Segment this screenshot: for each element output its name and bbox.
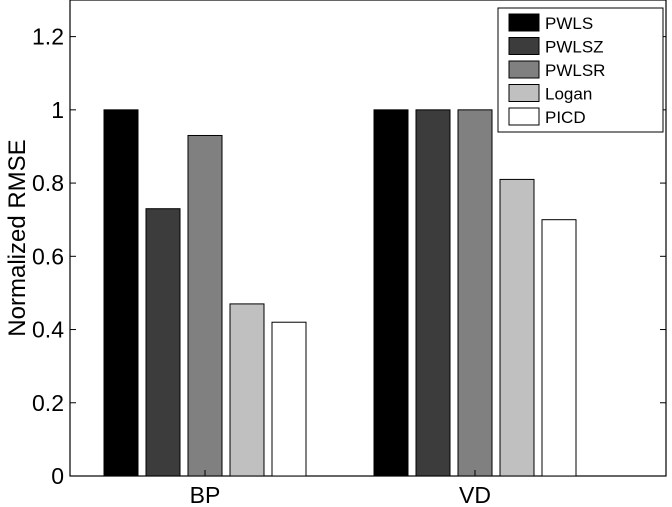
- bar-pwlsr-vd: [457, 109, 493, 477]
- y-axis-label: Normalized RMSE: [4, 139, 31, 336]
- x-axis: BP VD: [190, 470, 491, 507]
- legend-swatch-picd: [508, 107, 540, 126]
- y-tick-label: 1: [51, 97, 64, 123]
- legend-swatch-pwlsz: [508, 37, 540, 55]
- legend-swatch-pwls: [508, 13, 540, 32]
- bar-pwlsr-bp: [187, 134, 223, 477]
- bar-pwls-vd: [373, 109, 409, 477]
- x-tick-label: BP: [190, 482, 221, 507]
- legend-swatch-pwlsr: [508, 60, 540, 79]
- bars-layer: [103, 109, 577, 477]
- bar-pwlsz-bp: [145, 208, 181, 477]
- legend-label-logan: Logan: [545, 85, 592, 104]
- y-tick-label: 0.6: [32, 243, 64, 269]
- legend: PWLS PWLSZ PWLSR Logan PICD: [497, 7, 664, 133]
- bar-logan-bp: [229, 303, 265, 477]
- bar-pwlsz-vd: [415, 109, 451, 477]
- legend-label-pwls: PWLS: [545, 14, 593, 33]
- y-tick-label: 0.4: [32, 317, 64, 343]
- bar-picd-bp: [271, 321, 307, 477]
- legend-label-picd: PICD: [545, 108, 586, 127]
- x-tick-label: VD: [459, 482, 491, 507]
- legend-label-pwlsz: PWLSZ: [545, 38, 604, 57]
- bar-logan-vd: [499, 178, 535, 477]
- bar-pwls-bp: [103, 109, 139, 477]
- y-tick-label: 0: [51, 463, 64, 489]
- bar-picd-vd: [541, 219, 577, 477]
- legend-label-pwlsr: PWLSR: [545, 61, 605, 80]
- y-tick-label: 1.2: [32, 24, 64, 50]
- legend-swatch-logan: [508, 84, 540, 102]
- y-axis: 0 0.2 0.4 0.6 0.8 1 1.2: [32, 24, 666, 489]
- y-tick-label: 0.8: [32, 170, 64, 196]
- y-tick-label: 0.2: [32, 390, 64, 416]
